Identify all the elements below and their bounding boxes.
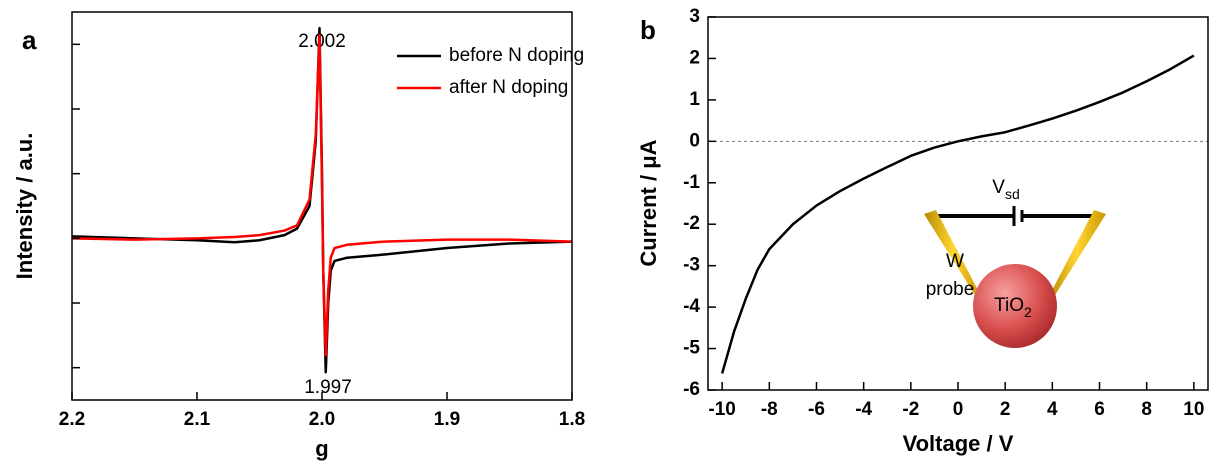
x-tick-label: 2.2 xyxy=(59,409,85,430)
x-tick-label: 4 xyxy=(1047,399,1058,420)
y-tick-label: -6 xyxy=(683,379,700,400)
annotation: 2.002 xyxy=(298,31,346,52)
inset-label: 2 xyxy=(1024,304,1032,320)
x-tick-label: 8 xyxy=(1141,399,1152,420)
annotation: 1.997 xyxy=(304,377,352,398)
y-tick-label: -1 xyxy=(683,172,700,193)
panel-label: b xyxy=(640,15,656,45)
x-tick-label: 2.0 xyxy=(309,409,335,430)
x-tick-label: 2.1 xyxy=(184,409,211,430)
probe xyxy=(924,210,982,300)
x-axis-label: g xyxy=(315,436,328,461)
legend-label: before N doping xyxy=(449,45,584,66)
x-tick-label: -8 xyxy=(761,399,778,420)
y-tick-label: -3 xyxy=(683,255,700,276)
panel-label: a xyxy=(22,25,37,55)
inset-label: probe xyxy=(926,279,975,300)
x-tick-label: -10 xyxy=(708,399,735,420)
x-tick-label: 6 xyxy=(1094,399,1105,420)
y-tick-label: -2 xyxy=(683,213,700,234)
plot-frame xyxy=(707,16,1209,391)
x-tick-label: 2 xyxy=(1000,399,1011,420)
y-tick-label: 2 xyxy=(689,47,700,68)
inset-label: sd xyxy=(1005,186,1020,202)
x-tick-label: 1.9 xyxy=(434,409,460,430)
y-tick-label: 3 xyxy=(689,6,700,27)
y-tick-label: -5 xyxy=(683,338,700,359)
y-axis-label: Intensity / a.u. xyxy=(12,133,37,280)
x-tick-label: 1.8 xyxy=(559,409,585,430)
x-tick-label: 10 xyxy=(1183,399,1204,420)
inset-label: W xyxy=(946,251,964,272)
particle xyxy=(973,264,1057,348)
data-line xyxy=(71,34,573,357)
y-tick-label: -4 xyxy=(683,296,700,317)
y-tick-label: 1 xyxy=(689,89,700,110)
inset-label: TiO2 xyxy=(994,295,1032,320)
y-tick-label: 0 xyxy=(689,130,700,151)
x-tick-label: 0 xyxy=(953,399,964,420)
inset-label: V xyxy=(992,177,1005,198)
data-line xyxy=(720,54,1195,374)
inset-diagram: Vsd W probe TiO2 xyxy=(924,177,1106,348)
inset-label: Vsd xyxy=(992,177,1019,202)
x-axis-label: Voltage / V xyxy=(903,431,1014,456)
x-tick-label: -6 xyxy=(808,399,825,420)
inset-label: TiO xyxy=(994,295,1024,316)
x-tick-label: -4 xyxy=(855,399,872,420)
legend-label: after N doping xyxy=(449,77,568,98)
y-axis-label: Current / μA xyxy=(636,139,661,266)
x-tick-label: -2 xyxy=(902,399,919,420)
probe xyxy=(1048,210,1106,300)
